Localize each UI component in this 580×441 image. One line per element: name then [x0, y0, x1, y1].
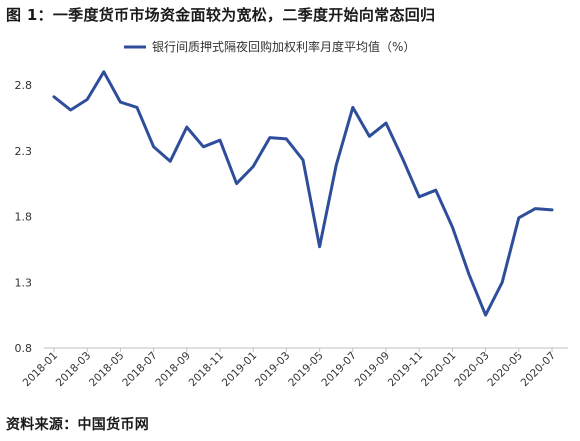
x-tick-label: 2018-11 — [187, 350, 227, 390]
y-tick-label: 1.8 — [15, 211, 33, 224]
legend-label: 银行间质押式隔夜回购加权利率月度平均值（%） — [152, 39, 415, 54]
x-tick-label: 2018-01 — [21, 350, 61, 390]
x-tick-label: 2019-03 — [253, 350, 293, 390]
legend: 银行间质押式隔夜回购加权利率月度平均值（%） — [124, 39, 415, 54]
x-tick-label: 2018-03 — [54, 350, 94, 390]
series-line — [52, 70, 554, 317]
x-tick-label: 2018-09 — [153, 350, 193, 390]
y-axis-ticks: 0.8 1.3 1.8 2.3 2.8 — [15, 79, 33, 355]
x-tick-label: 2019-11 — [386, 350, 426, 390]
x-tick-label: 2019-01 — [220, 350, 260, 390]
x-tick-label: 2020-03 — [452, 350, 492, 390]
y-tick-label: 0.8 — [15, 342, 33, 355]
y-tick-label: 2.8 — [15, 79, 33, 92]
x-axis-ticks: 2018-012018-032018-052018-072018-092018-… — [21, 348, 559, 390]
x-tick-label: 2018-05 — [87, 350, 127, 390]
source-note: 资料来源：中国货币网 — [6, 417, 149, 433]
x-tick-label: 2019-09 — [353, 350, 393, 390]
x-tick-label: 2020-05 — [485, 350, 525, 390]
x-tick-label: 2019-05 — [286, 350, 326, 390]
x-tick-label: 2020-01 — [419, 350, 459, 390]
y-tick-label: 2.3 — [15, 145, 33, 158]
y-tick-label: 1.3 — [15, 276, 33, 289]
x-tick-label: 2019-07 — [319, 350, 359, 390]
x-tick-label: 2020-07 — [519, 350, 559, 390]
figure-title: 图 1：一季度货币市场资金面较为宽松，二季度开始向常态回归 — [6, 6, 436, 24]
x-tick-label: 2018-07 — [120, 350, 160, 390]
